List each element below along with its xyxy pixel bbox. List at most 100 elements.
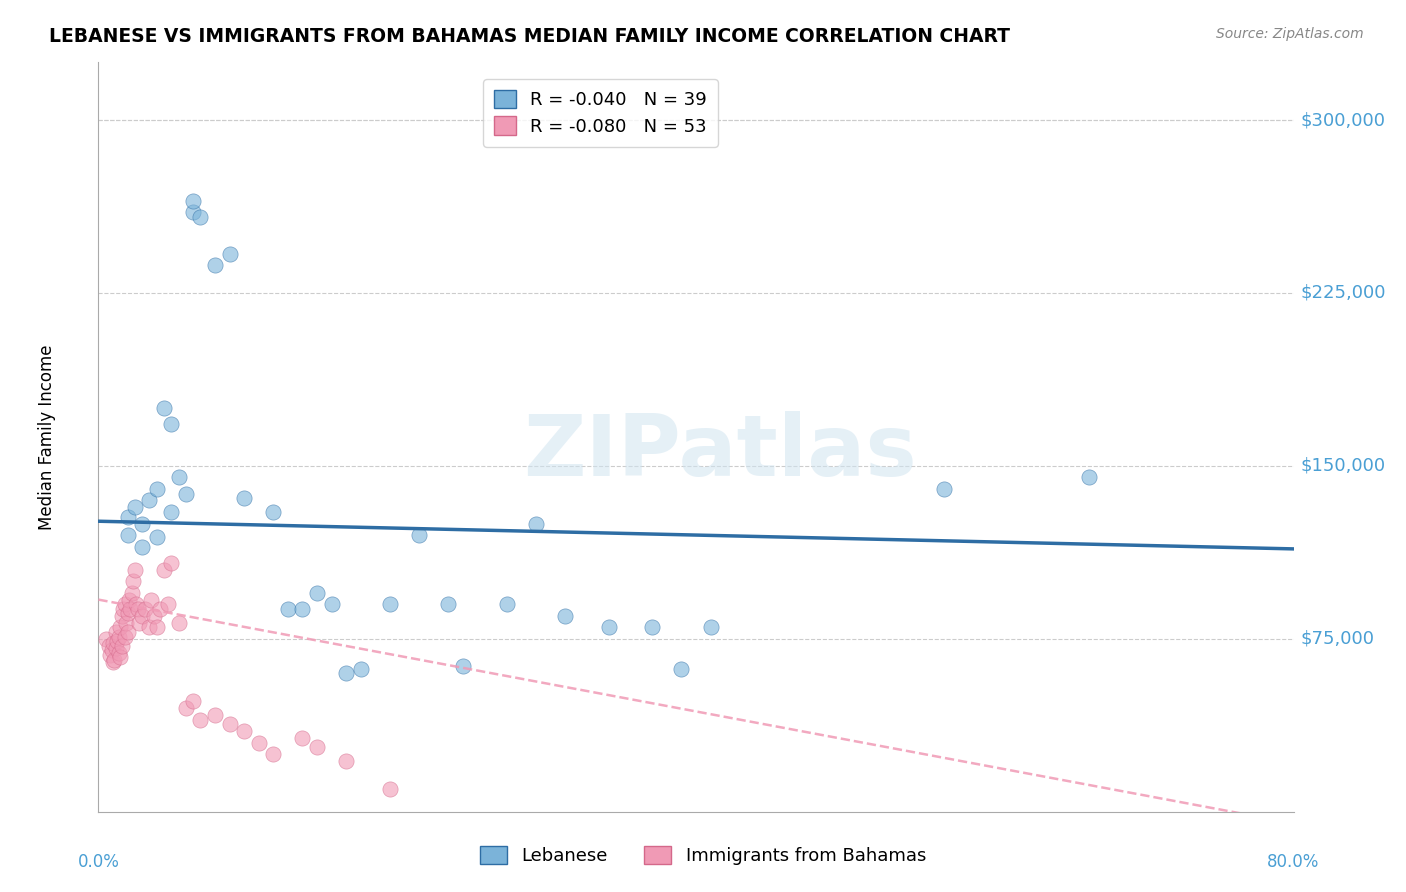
Point	[160, 417, 183, 432]
Point	[262, 747, 284, 761]
Point	[104, 624, 127, 639]
Text: LEBANESE VS IMMIGRANTS FROM BAHAMAS MEDIAN FAMILY INCOME CORRELATION CHART: LEBANESE VS IMMIGRANTS FROM BAHAMAS MEDI…	[49, 27, 1010, 45]
Point	[108, 646, 131, 660]
Point	[160, 556, 183, 570]
Point	[104, 640, 127, 655]
Point	[233, 491, 256, 505]
Point	[305, 585, 328, 599]
Point	[641, 620, 664, 634]
Point	[100, 643, 122, 657]
Point	[114, 597, 136, 611]
Point	[131, 608, 153, 623]
Point	[131, 540, 153, 554]
Point	[181, 205, 204, 219]
Point	[110, 650, 132, 665]
Point	[932, 482, 955, 496]
Point	[174, 701, 197, 715]
Point	[437, 597, 460, 611]
Point	[111, 639, 134, 653]
Text: 80.0%: 80.0%	[1267, 854, 1320, 871]
Point	[167, 470, 190, 484]
Legend: Lebanese, Immigrants from Bahamas: Lebanese, Immigrants from Bahamas	[471, 837, 935, 874]
Point	[117, 528, 139, 542]
Text: $75,000: $75,000	[1301, 630, 1375, 648]
Point	[125, 597, 148, 611]
Text: $225,000: $225,000	[1301, 284, 1386, 302]
Point	[149, 602, 172, 616]
Point	[145, 620, 167, 634]
Point	[350, 662, 373, 676]
Point	[204, 707, 226, 722]
Point	[138, 493, 160, 508]
Point	[495, 597, 517, 611]
Point	[101, 636, 124, 650]
Point	[114, 630, 136, 644]
Point	[139, 592, 162, 607]
Point	[277, 602, 299, 616]
Point	[204, 258, 226, 272]
Point	[291, 602, 314, 616]
Text: Median Family Income: Median Family Income	[38, 344, 56, 530]
Point	[554, 608, 576, 623]
Point	[181, 694, 204, 708]
Point	[111, 608, 134, 623]
Point	[1078, 470, 1101, 484]
Point	[115, 615, 138, 630]
Point	[121, 585, 143, 599]
Point	[118, 592, 141, 607]
Point	[321, 597, 343, 611]
Point	[145, 530, 167, 544]
Point	[134, 602, 156, 616]
Point	[247, 735, 270, 749]
Point	[110, 620, 132, 634]
Point	[108, 630, 131, 644]
Point	[598, 620, 620, 634]
Point	[127, 602, 149, 616]
Point	[190, 210, 212, 224]
Point	[124, 500, 146, 515]
Text: $150,000: $150,000	[1301, 457, 1386, 475]
Point	[174, 486, 197, 500]
Point	[378, 781, 401, 796]
Point	[120, 602, 142, 616]
Point	[335, 666, 357, 681]
Text: Source: ZipAtlas.com: Source: ZipAtlas.com	[1216, 27, 1364, 41]
Point	[98, 648, 121, 662]
Point	[117, 509, 139, 524]
Point	[335, 754, 357, 768]
Point	[128, 615, 150, 630]
Point	[131, 516, 153, 531]
Point	[105, 634, 128, 648]
Point	[218, 717, 240, 731]
Point	[97, 639, 120, 653]
Point	[101, 655, 124, 669]
Point	[94, 632, 117, 646]
Point	[160, 505, 183, 519]
Point	[112, 602, 135, 616]
Point	[117, 607, 139, 621]
Point	[524, 516, 547, 531]
Point	[699, 620, 721, 634]
Text: $300,000: $300,000	[1301, 112, 1386, 129]
Point	[167, 615, 190, 630]
Point	[124, 563, 146, 577]
Point	[145, 482, 167, 496]
Point	[181, 194, 204, 208]
Point	[122, 574, 145, 589]
Point	[671, 662, 693, 676]
Point	[262, 505, 284, 519]
Point	[190, 713, 212, 727]
Point	[117, 624, 139, 639]
Text: ZIPatlas: ZIPatlas	[523, 410, 917, 493]
Point	[291, 731, 314, 745]
Point	[378, 597, 401, 611]
Legend: R = -0.040   N = 39, R = -0.080   N = 53: R = -0.040 N = 39, R = -0.080 N = 53	[484, 79, 717, 146]
Point	[103, 652, 125, 666]
Point	[233, 724, 256, 739]
Point	[142, 608, 165, 623]
Point	[157, 597, 180, 611]
Point	[218, 247, 240, 261]
Point	[138, 620, 160, 634]
Point	[408, 528, 430, 542]
Point	[153, 401, 176, 416]
